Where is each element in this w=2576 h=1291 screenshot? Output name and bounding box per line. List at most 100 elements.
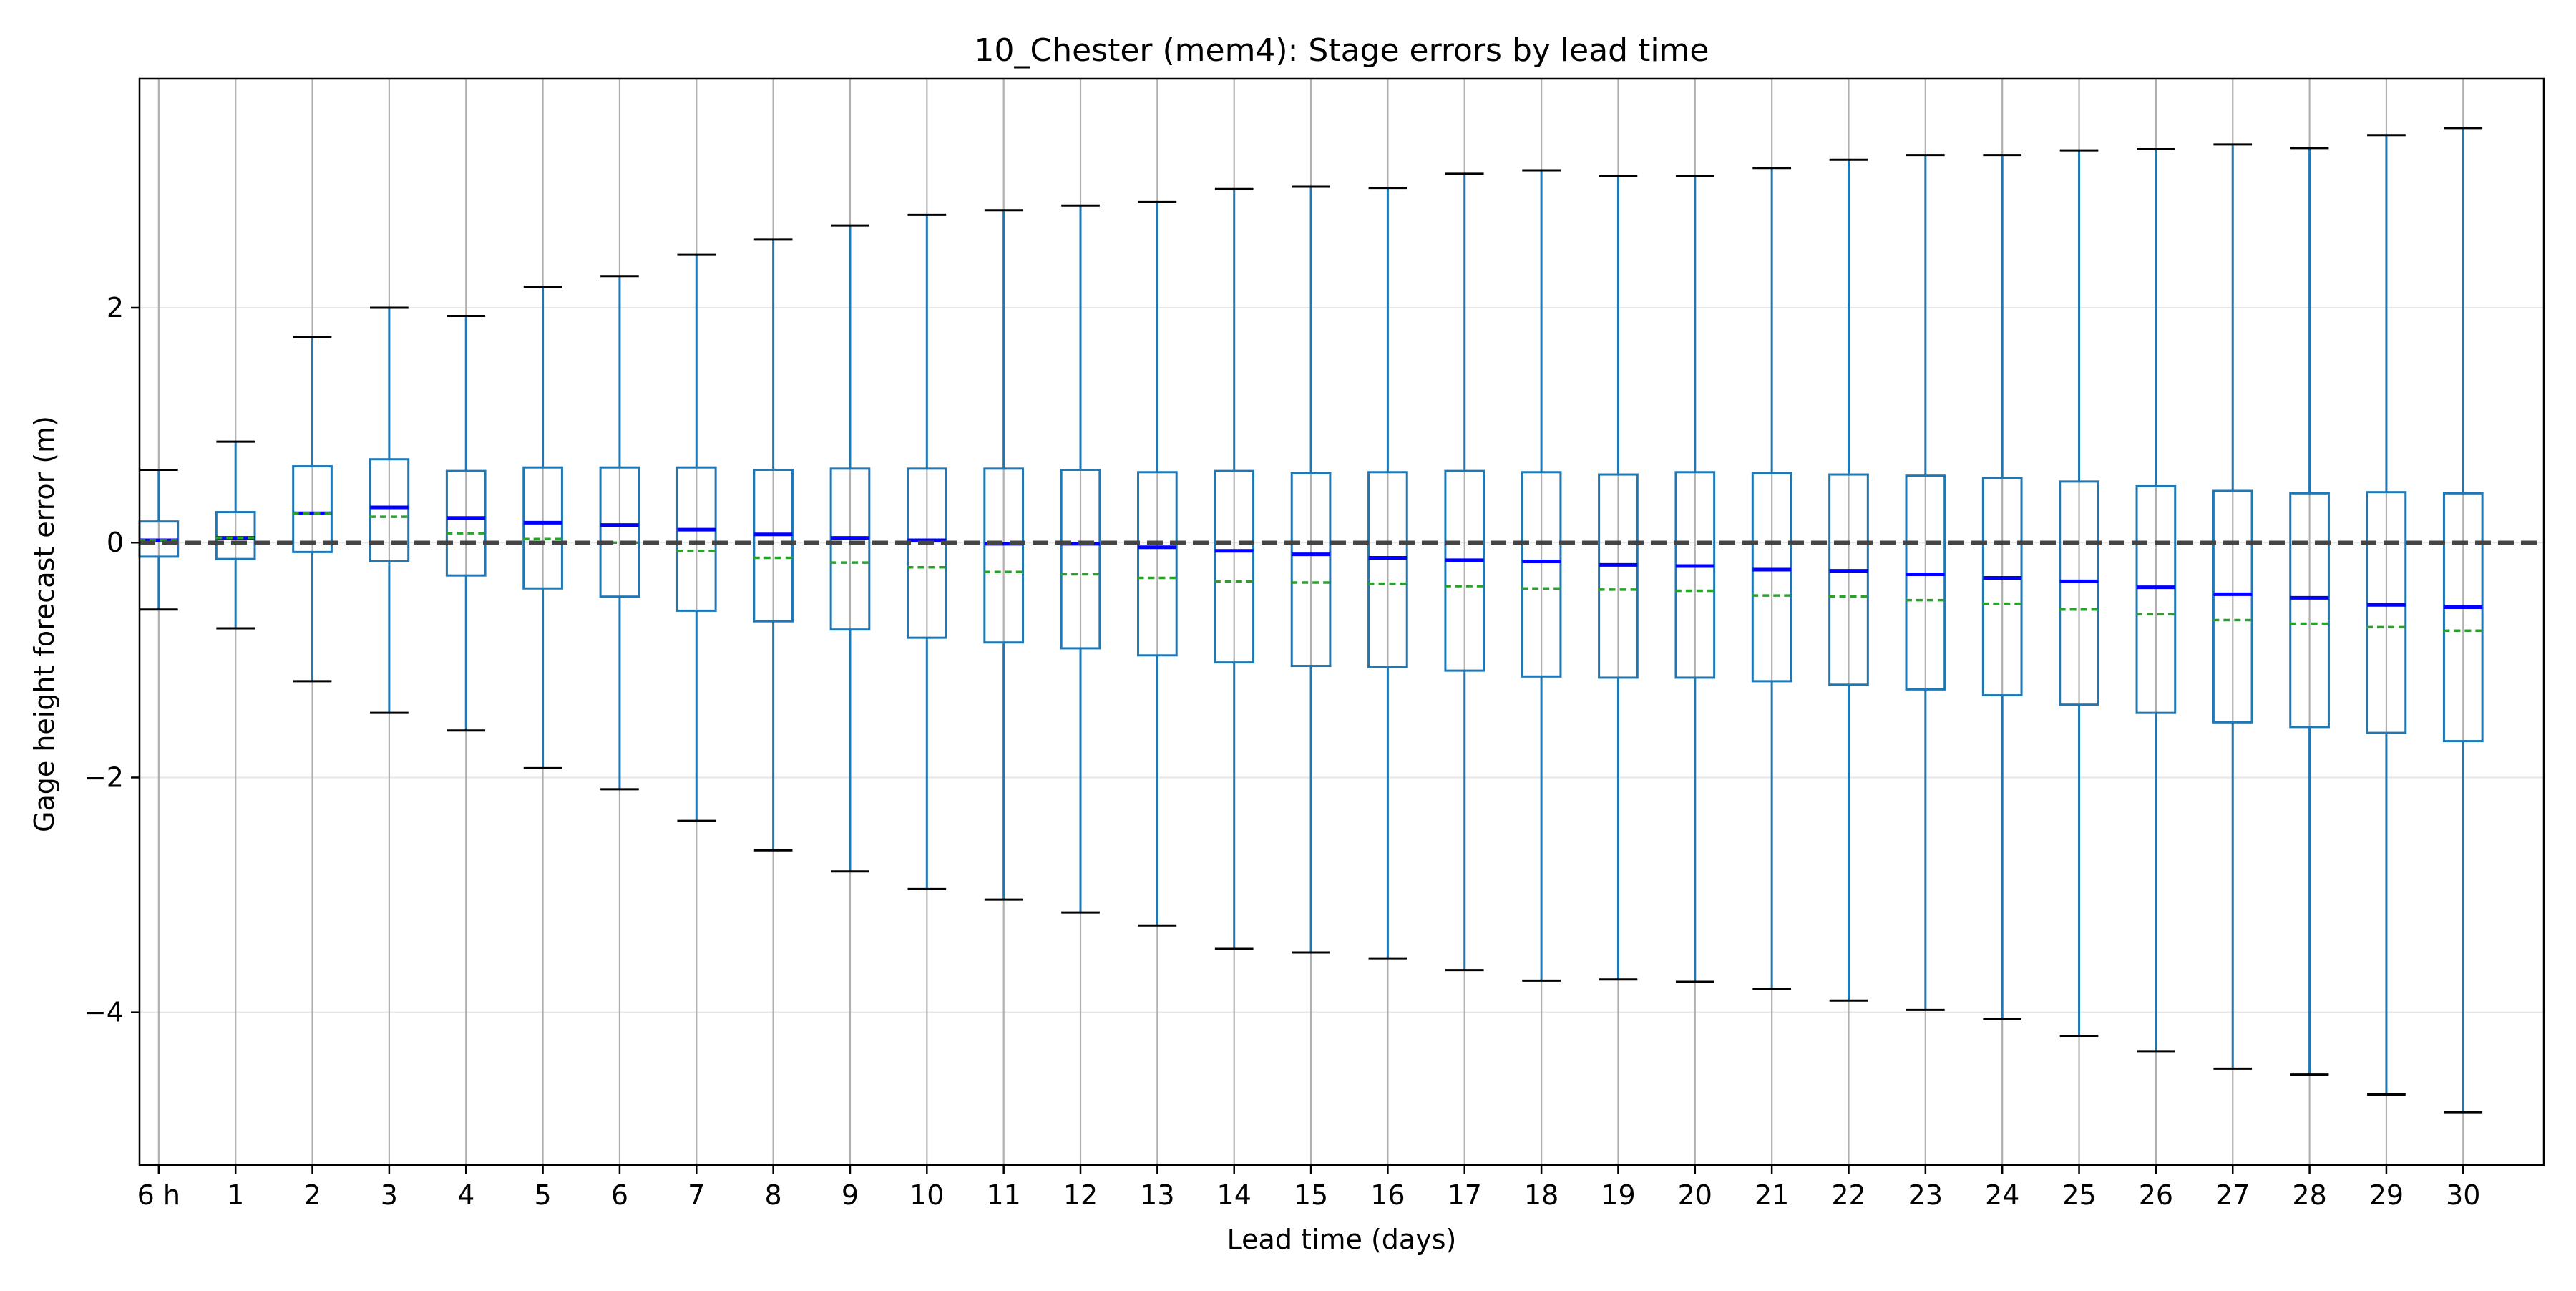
x-tick-label: 11	[986, 1179, 1020, 1211]
box-group	[522, 285, 563, 769]
iqr-box	[2135, 484, 2177, 714]
iqr-box	[1521, 471, 1562, 678]
iqr-box	[1444, 469, 1485, 672]
iqr-box	[1674, 471, 1716, 679]
iqr-box	[2212, 489, 2253, 724]
box-group	[1444, 172, 1485, 972]
box-group	[1905, 154, 1946, 1011]
iqr-box	[2442, 492, 2484, 743]
iqr-box	[1367, 471, 1408, 668]
x-tick-label: 21	[1755, 1179, 1789, 1211]
box-group	[1674, 175, 1716, 983]
x-tick-label: 26	[2139, 1179, 2173, 1211]
iqr-box	[1828, 473, 1869, 686]
x-tick-label: 7	[688, 1179, 705, 1211]
box-group	[906, 213, 947, 890]
x-tick-label: 10	[909, 1179, 944, 1211]
x-tick-label: 25	[2062, 1179, 2096, 1211]
iqr-box	[2059, 480, 2099, 706]
x-tick-label: 8	[765, 1179, 782, 1211]
x-tick-label: 5	[534, 1179, 551, 1211]
iqr-box	[522, 466, 563, 590]
plot-area-frame	[138, 77, 2545, 1166]
box-group	[1214, 187, 1255, 950]
box-group	[1367, 187, 1408, 960]
x-tick-label: 30	[2446, 1179, 2480, 1211]
iqr-box	[215, 511, 256, 560]
x-tick-label: 22	[1831, 1179, 1865, 1211]
y-tick-label: 0	[107, 527, 124, 558]
iqr-box	[1598, 473, 1639, 679]
x-tick-label: 3	[381, 1179, 398, 1211]
iqr-box	[445, 469, 487, 577]
box-group	[2289, 147, 2330, 1076]
iqr-box	[906, 467, 947, 639]
x-tick-label: 16	[1370, 1179, 1405, 1211]
iqr-box	[983, 467, 1025, 644]
x-tick-label: 15	[1294, 1179, 1328, 1211]
x-tick-label: 2	[303, 1179, 321, 1211]
iqr-box	[599, 466, 640, 598]
box-group	[2366, 134, 2407, 1096]
x-tick-label: 13	[1140, 1179, 1174, 1211]
box-group	[675, 253, 717, 822]
iqr-box	[675, 466, 717, 612]
iqr-box	[753, 468, 794, 623]
x-tick-label: 29	[2369, 1179, 2404, 1211]
y-tick-label: −4	[84, 997, 124, 1028]
box-group	[1828, 158, 1869, 1002]
boxes-layer	[138, 127, 2484, 1114]
box-group	[2135, 147, 2177, 1053]
box-group	[445, 314, 487, 732]
x-axis-label: Lead time (days)	[1227, 1224, 1457, 1255]
x-tick-label: 20	[1678, 1179, 1712, 1211]
box-group	[1137, 200, 1178, 927]
iqr-box	[292, 465, 333, 553]
x-tick-label: 12	[1063, 1179, 1098, 1211]
iqr-box	[1290, 472, 1332, 668]
x-tick-label: 28	[2292, 1179, 2326, 1211]
iqr-box	[1214, 469, 1255, 664]
box-group	[292, 336, 333, 683]
box-group	[2212, 143, 2253, 1070]
box-group	[2059, 149, 2099, 1037]
iqr-box	[2366, 491, 2407, 734]
y-axis-label: Gage height forecast error (m)	[29, 416, 60, 832]
x-tick-label: 14	[1217, 1179, 1252, 1211]
x-tick-label: 17	[1448, 1179, 1482, 1211]
iqr-box	[1751, 472, 1792, 683]
box-group	[1981, 154, 2023, 1021]
box-group	[1598, 175, 1639, 981]
x-tick-label: 6 h	[137, 1179, 180, 1211]
iqr-box	[829, 467, 871, 631]
iqr-box	[1060, 468, 1101, 650]
y-tick-label: −2	[84, 761, 124, 793]
iqr-box	[1981, 477, 2023, 697]
x-tick-label: 1	[227, 1179, 244, 1211]
x-tick-label: 27	[2215, 1179, 2250, 1211]
x-tick-label: 24	[1985, 1179, 2019, 1211]
y-tick-label: 2	[107, 292, 124, 323]
x-tick-label: 6	[611, 1179, 628, 1211]
x-tick-label: 23	[1908, 1179, 1943, 1211]
box-group	[1751, 167, 1792, 990]
box-group	[1060, 204, 1101, 914]
box-group	[369, 306, 410, 714]
box-group	[983, 209, 1025, 901]
box-group	[2442, 127, 2484, 1114]
iqr-box	[369, 458, 410, 562]
x-tick-label: 19	[1601, 1179, 1635, 1211]
chart-title: 10_Chester (mem4): Stage errors by lead …	[974, 32, 1709, 69]
iqr-box	[1905, 474, 1946, 691]
x-tick-label: 18	[1524, 1179, 1558, 1211]
iqr-box	[1137, 471, 1178, 657]
box-group	[829, 224, 871, 873]
box-group	[753, 238, 794, 852]
x-tick-label: 4	[457, 1179, 474, 1211]
iqr-box	[2289, 492, 2330, 729]
x-tick-label: 9	[841, 1179, 859, 1211]
axis-layer: 20−2−46 h 1 2 3 4 5 6 7 8 9 10 11 12 13 14 15 16 17 18 19 20…	[84, 292, 2480, 1211]
